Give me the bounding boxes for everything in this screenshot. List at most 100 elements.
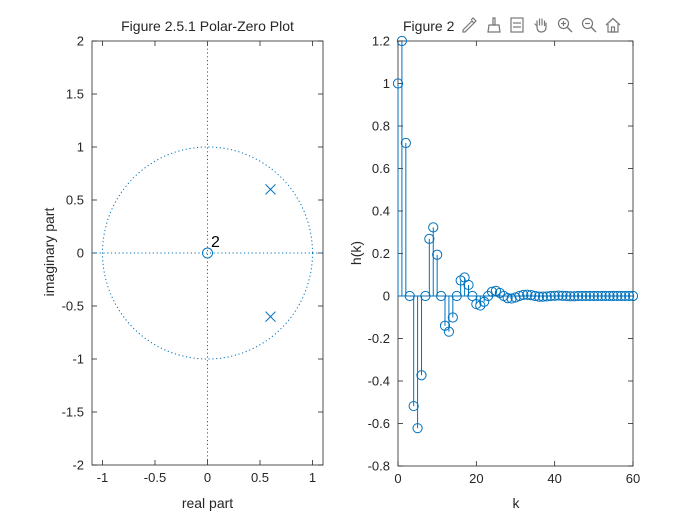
stem-marker	[443, 326, 455, 337]
pole-zero-ytick-label: 1.5	[66, 87, 84, 102]
stem-point	[435, 290, 447, 302]
stem-point	[627, 290, 639, 302]
stem-point	[612, 290, 623, 302]
stem-marker	[529, 290, 541, 302]
stem-marker	[573, 290, 584, 302]
stem-point	[526, 290, 537, 301]
stem-point	[522, 289, 533, 300]
stem-point	[623, 290, 635, 302]
pole-zero-ytick-label: 0.5	[66, 193, 84, 208]
impulse-response-box	[397, 40, 634, 467]
stem-marker	[416, 370, 427, 381]
stem-marker	[439, 320, 451, 331]
stem-point	[537, 291, 549, 302]
stem-marker	[463, 279, 474, 291]
stem-marker	[518, 289, 529, 301]
stem-marker	[502, 293, 513, 304]
stem-marker	[588, 290, 599, 302]
pole-marker-stroke	[265, 311, 276, 322]
stem-marker	[392, 78, 404, 89]
stem-marker	[522, 289, 533, 300]
stem-point	[416, 296, 427, 381]
pole-zero-title: Figure 2.5.1 Polar-Zero Plot	[121, 18, 294, 34]
stem-marker	[600, 290, 611, 302]
impulse-response-ytick-label: 0.6	[372, 161, 390, 176]
pole-zero-ytick-label: -1.5	[62, 405, 84, 420]
impulse-response-ytick-label: 0	[383, 289, 390, 304]
impulse-response-ytick-label: -0.6	[368, 416, 390, 431]
stem-marker	[537, 291, 549, 302]
stem-marker	[545, 290, 556, 302]
home-icon[interactable]	[602, 14, 624, 36]
pole-marker	[265, 184, 276, 195]
impulse-response-xtick-label: 0	[394, 471, 401, 486]
pole-marker	[265, 311, 276, 322]
impulse-response-ytick-label: -0.8	[368, 459, 390, 474]
impulse-response-ytick-label: 1.2	[372, 34, 390, 49]
stem-marker	[576, 290, 588, 302]
stem-point	[428, 222, 439, 296]
stem-marker	[561, 290, 572, 302]
pan-icon[interactable]	[530, 14, 552, 36]
stem-marker	[553, 290, 564, 301]
stem-point	[565, 291, 576, 302]
stem-point	[592, 290, 603, 302]
stem-marker	[565, 291, 576, 302]
impulse-response-axes: Figure 2 k h(k) 0 20 40 60 -0.8 -0.6 -0.4 -0.2 0…	[348, 18, 640, 511]
axes-toolbar	[456, 14, 626, 36]
stem-marker	[592, 290, 603, 302]
stem-marker	[400, 137, 411, 149]
stem-point	[451, 290, 462, 302]
stem-point	[604, 290, 615, 302]
stem-point	[447, 296, 458, 323]
stem-point	[392, 78, 404, 296]
stem-marker	[467, 290, 478, 302]
stem-point	[608, 290, 619, 302]
impulse-response-xtick-label: 20	[469, 471, 483, 486]
pole-zero-axes: Figure 2.5.1 Polar-Zero Plot real part i…	[41, 18, 324, 511]
edit-plot-icon[interactable]	[458, 14, 480, 36]
stem-marker	[435, 290, 447, 302]
stem-marker	[420, 290, 431, 302]
impulse-response-ytick-label: 0.2	[372, 246, 390, 261]
zoom-in-icon[interactable]	[554, 14, 576, 36]
stem-marker	[616, 290, 627, 302]
stem-point	[404, 290, 415, 302]
stem-marker	[428, 222, 439, 233]
zero-marker	[202, 247, 213, 259]
data-cursor-icon[interactable]	[506, 14, 528, 36]
pole-zero-xtick-label: 0	[204, 470, 211, 485]
impulse-response-ytick-label: 0.8	[372, 119, 390, 134]
stem-point	[408, 296, 419, 412]
stem-marker	[408, 400, 419, 412]
pole-zero-ytick-label: 1	[77, 140, 84, 155]
stem-point	[573, 290, 584, 302]
stem-marker	[475, 300, 486, 311]
impulse-response-title: Figure 2	[403, 18, 455, 34]
stem-point	[553, 290, 564, 301]
brush-icon[interactable]	[482, 14, 504, 36]
stem-marker	[569, 291, 580, 302]
stem-marker	[424, 233, 435, 244]
stem-point	[443, 296, 455, 337]
stem-marker	[584, 290, 596, 302]
stem-marker	[432, 249, 443, 260]
stem-point	[576, 290, 588, 302]
stem-point	[557, 290, 568, 301]
zoom-out-icon[interactable]	[578, 14, 600, 36]
stem-point	[600, 290, 611, 302]
stem-marker	[526, 290, 537, 301]
stem-point	[545, 290, 556, 302]
impulse-response-ytick-label: -0.4	[368, 374, 390, 389]
stem-marker	[506, 293, 517, 304]
stem-marker	[412, 423, 423, 434]
pole-zero-ytick-label: -2	[72, 458, 84, 473]
stem-marker	[541, 291, 552, 302]
stem-marker	[396, 35, 408, 47]
stem-marker	[608, 290, 619, 302]
pole-zero-xtick-label: -1	[97, 470, 109, 485]
stem-point	[620, 290, 631, 302]
stem-point	[439, 296, 451, 331]
stem-point	[584, 290, 596, 302]
